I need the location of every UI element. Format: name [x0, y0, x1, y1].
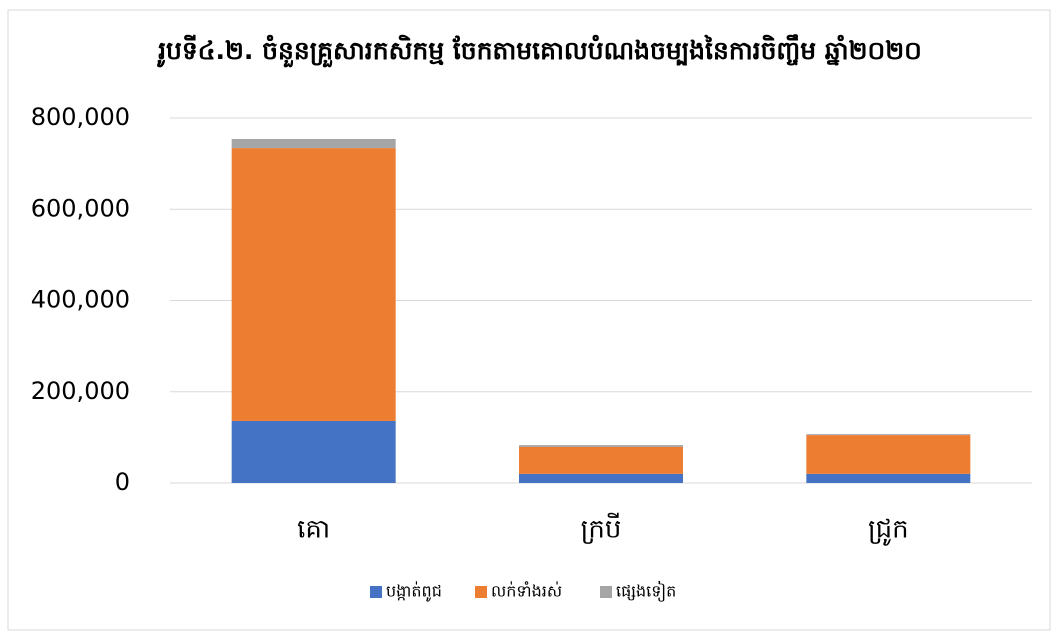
x-tick-label: ជ្រូក [868, 515, 909, 547]
bar-segment [806, 473, 971, 483]
chart-frame [7, 9, 1051, 631]
bar-segment [519, 446, 683, 474]
y-tick-label: 200,000 [31, 377, 130, 405]
legend-label: បង្កាត់ពូជ [386, 581, 442, 603]
bar-segment [806, 435, 971, 474]
bar-segment [519, 473, 683, 483]
bar-segment [231, 420, 396, 483]
y-tick-label: 600,000 [31, 194, 130, 222]
chart-title: រូបទី៤.២. ចំនួនគ្រួសារកសិកម្ម ចែកតាមគោលប… [157, 34, 922, 68]
y-tick-label: 800,000 [31, 103, 130, 131]
y-tick-label: 0 [115, 468, 130, 496]
x-tick-label: គោ [297, 515, 330, 545]
bar-segment [806, 434, 971, 436]
x-tick-label: ក្របី [581, 513, 622, 545]
legend-label: ផ្សេងទៀត [616, 581, 676, 603]
legend-label: លក់ទាំងរស់ [491, 581, 562, 601]
legend-swatch [600, 586, 612, 598]
bar-segment [231, 138, 396, 149]
legend-swatch [370, 586, 382, 598]
y-tick-label: 400,000 [31, 286, 130, 314]
bar-segment [231, 148, 396, 421]
legend-swatch [475, 586, 487, 598]
bar-segment [519, 445, 683, 447]
